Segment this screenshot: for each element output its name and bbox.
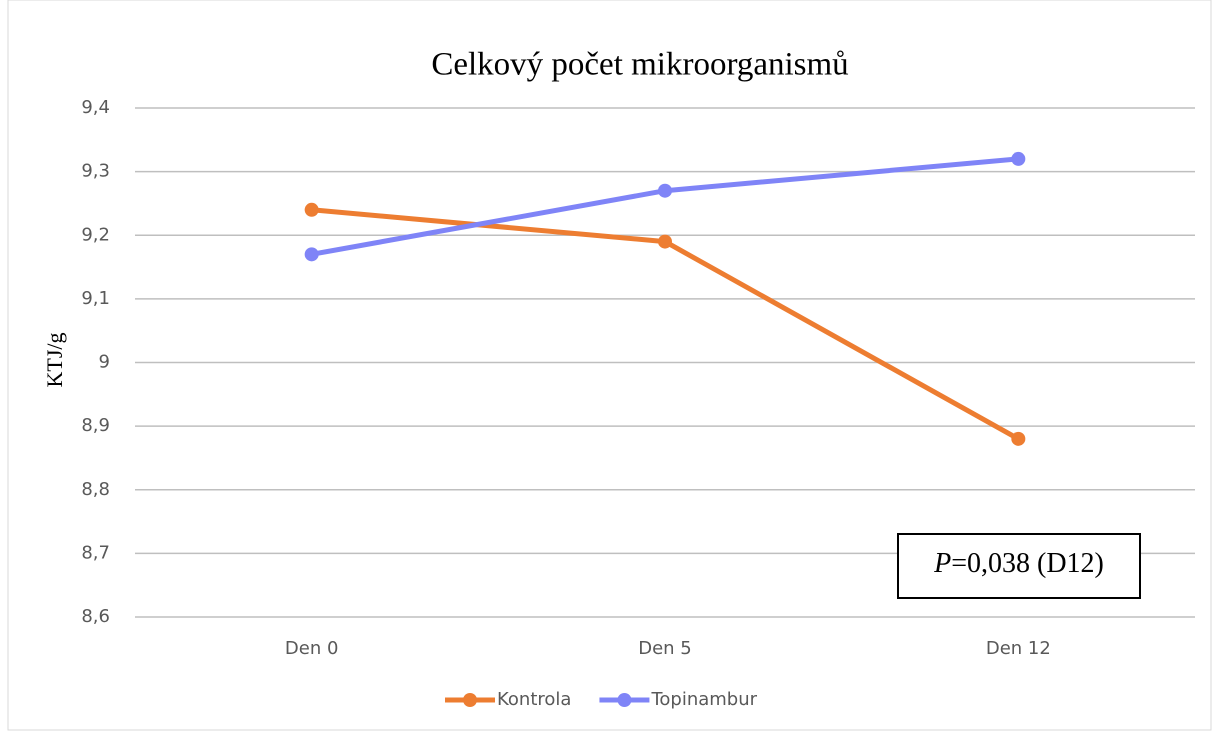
y-tick-label: 9,2 xyxy=(81,224,110,245)
legend-marker xyxy=(463,693,477,707)
y-tick-label: 8,6 xyxy=(81,606,110,627)
y-axis-label: KTJ/g xyxy=(42,333,67,388)
chart-title: Celkový počet mikroorganismů xyxy=(431,47,848,83)
point xyxy=(1011,151,1026,166)
annotation-box xyxy=(897,533,1141,599)
y-tick-label: 9,1 xyxy=(81,288,110,309)
legend-marker xyxy=(617,693,632,707)
y-tick-label: 8,8 xyxy=(81,479,110,500)
point xyxy=(304,202,319,217)
point xyxy=(658,183,672,198)
annotation: P=0,038 (D12) xyxy=(897,533,1141,599)
legend-label: Kontrola xyxy=(497,689,571,710)
chart-border xyxy=(7,0,1212,731)
annotation-rest: =0,038 (D12) xyxy=(951,548,1104,579)
x-tick-label: Den 12 xyxy=(986,638,1051,659)
x-tick-label: Den 5 xyxy=(638,638,692,659)
legend-label: Topinambur xyxy=(650,689,757,710)
x-tick-label: Den 0 xyxy=(285,638,339,659)
y-tick-label: 9,3 xyxy=(81,161,110,182)
point xyxy=(304,247,319,262)
y-tick-label: 9,4 xyxy=(81,97,110,118)
y-tick-label: 9 xyxy=(99,352,110,373)
annotation-text: P=0,038 (D12) xyxy=(933,548,1104,579)
y-tick-label: 8,9 xyxy=(81,415,110,436)
annotation-italic: P xyxy=(933,548,951,579)
point xyxy=(658,234,672,249)
y-tick-label: 8,7 xyxy=(81,542,110,563)
point xyxy=(1011,431,1026,446)
